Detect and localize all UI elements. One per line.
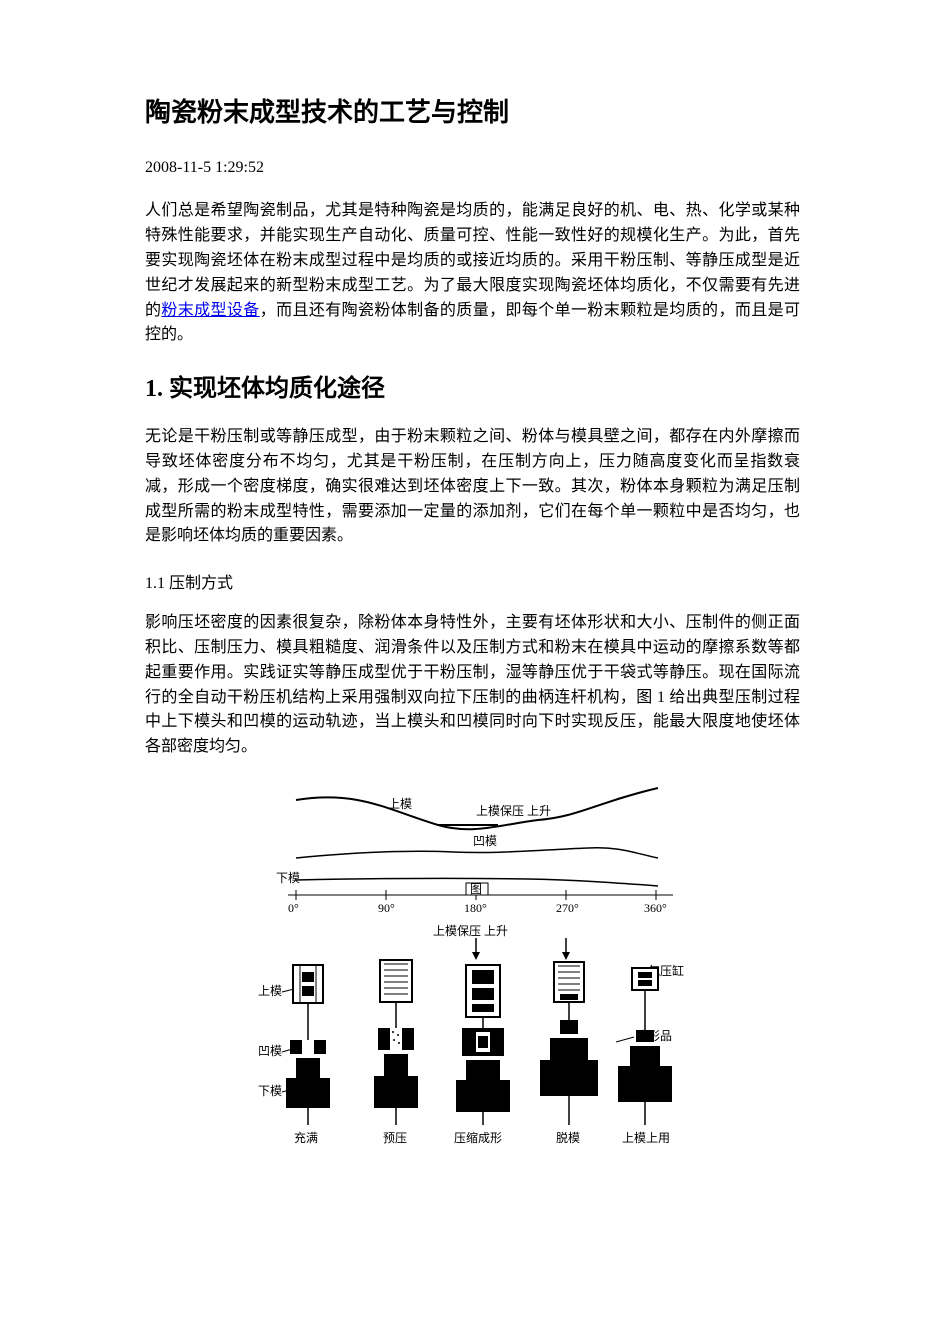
section-1-p1: 无论是干粉压制或等静压成型，由于粉末颗粒之间、粉体与模具壁之间，都存在内外摩擦而… — [145, 425, 800, 549]
press-stage-2 — [374, 960, 418, 1125]
press-stage-1 — [286, 965, 330, 1125]
axis-tick-4: 360° — [644, 901, 667, 915]
section-1-1-heading: 1.1 压制方式 — [145, 569, 800, 593]
press-stage-3 — [456, 965, 510, 1125]
row-hold-label: 上模保压 上升 — [433, 924, 508, 938]
section-1-1-p1: 影响压坯密度的因素很复杂，除粉体本身特性外，主要有坯体形状和大小、压制件的侧正面… — [145, 611, 800, 760]
press-stage-4 — [540, 962, 598, 1125]
curve-top-label: 上模 — [388, 797, 412, 811]
curve-hold-label: 上模保压 上升 — [476, 804, 551, 818]
stage-label-5: 上模上用 — [622, 1131, 670, 1145]
stage-label-4: 脱模 — [556, 1130, 580, 1145]
section-1-heading: 1. 实现坯体均质化途径 — [145, 368, 800, 403]
stage-label-2: 预压 — [383, 1131, 407, 1145]
intro-paragraph: 人们总是希望陶瓷制品，尤其是特种陶瓷是均质的，能满足良好的机、电、热、化学或某种… — [145, 199, 800, 348]
axis-tick-3: 270° — [556, 901, 579, 915]
axis-tick-1: 90° — [378, 901, 395, 915]
left-label-die: 凹模 — [258, 1044, 282, 1058]
stage-label-1: 充满 — [294, 1130, 318, 1145]
figure-1-svg: 0° 90° 180° 270° 360° 图 上模 上模保压 上升 凹模 下模… — [238, 780, 708, 1165]
timestamp: 2008-11-5 1:29:52 — [145, 159, 800, 177]
press-stage-5 — [618, 968, 672, 1125]
curve-bottom-label: 下模 — [276, 871, 300, 885]
curve-mid-label: 凹模 — [473, 834, 497, 848]
axis-tick-2: 180° — [464, 901, 487, 915]
axis-tick-0: 0° — [288, 901, 299, 915]
page-title: 陶瓷粉末成型技术的工艺与控制 — [145, 95, 800, 131]
figure-1-container: 0° 90° 180° 270° 360° 图 上模 上模保压 上升 凹模 下模… — [145, 780, 800, 1165]
figure-1-diagram: 0° 90° 180° 270° 360° 图 上模 上模保压 上升 凹模 下模… — [238, 780, 708, 1165]
left-label-upper: 上模 — [258, 984, 282, 998]
equipment-link[interactable]: 粉末成型设备 — [161, 302, 259, 319]
axis-center-label: 图 — [470, 882, 482, 896]
left-label-lower: 下模 — [258, 1084, 282, 1098]
stage-label-3: 压缩成形 — [454, 1130, 502, 1145]
